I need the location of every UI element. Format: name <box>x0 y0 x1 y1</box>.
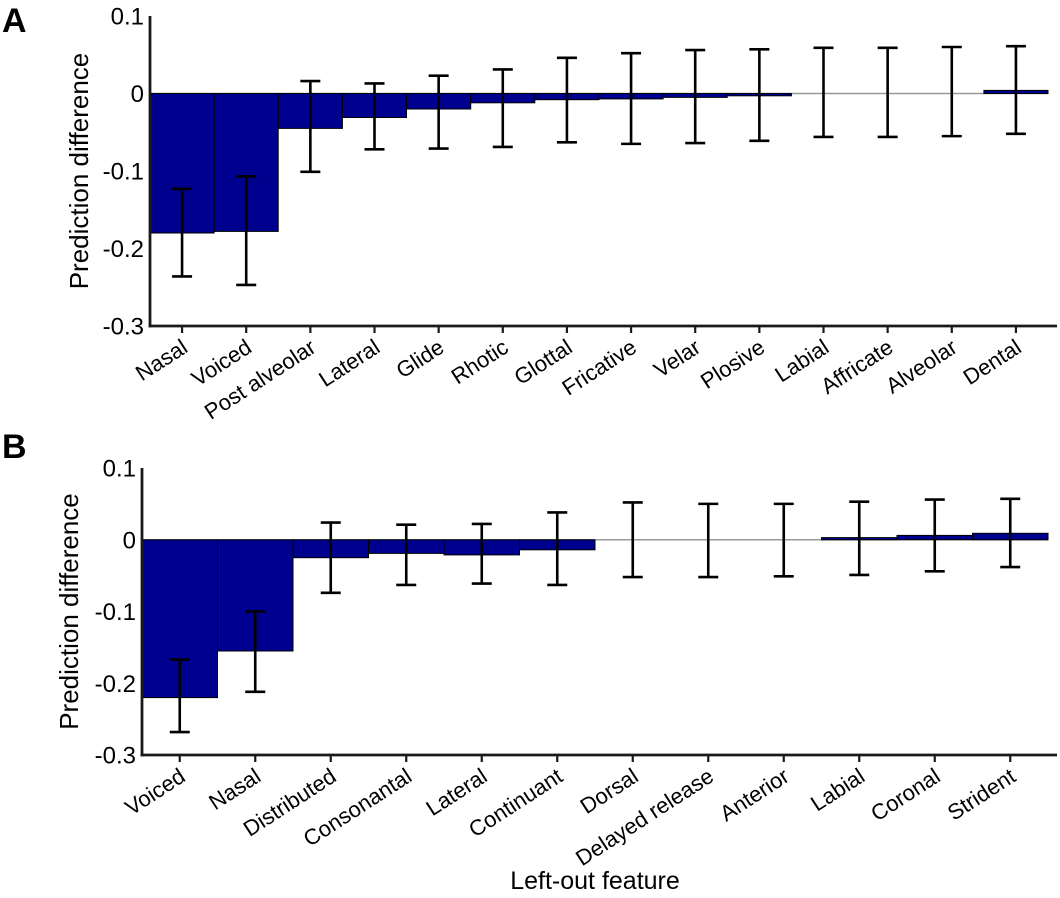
error-bar-voiced <box>236 175 257 287</box>
error-bar-nasal <box>172 187 193 278</box>
x-tick-label-lateral: Lateral <box>314 334 384 392</box>
x-tick-label-nasal: Nasal <box>204 763 265 815</box>
error-bar-dorsal <box>622 501 643 579</box>
y-tick-label: -0.3 <box>95 743 136 770</box>
x-tick-label-coronal: Coronal <box>866 763 944 826</box>
panel-a-letter: A <box>2 2 27 40</box>
error-bar-voiced <box>169 658 190 734</box>
error-bar-nasal <box>245 610 266 694</box>
error-bar-plosive <box>749 48 770 143</box>
error-bar-glide <box>428 74 449 150</box>
error-bar-lateral <box>471 522 492 585</box>
x-tick-label-alveolar: Alveolar <box>881 334 961 398</box>
x-tick-label-affricate: Affricate <box>816 334 897 399</box>
x-tick-label-voiced: Voiced <box>121 763 190 820</box>
error-bar-distributed <box>320 521 341 595</box>
y-tick-label: 0 <box>123 527 136 554</box>
error-bar-coronal <box>924 498 945 573</box>
error-bar-lateral <box>364 82 385 151</box>
error-bar-post-alveolar <box>300 79 321 174</box>
x-tick-label-anterior: Anterior <box>715 763 793 826</box>
x-tick-label-glide: Glide <box>392 334 449 383</box>
y-tick-label: -0.3 <box>103 314 144 341</box>
error-bar-labial <box>813 46 834 139</box>
error-bar-continuant <box>547 511 568 587</box>
x-tick-label-rhotic: Rhotic <box>447 334 513 389</box>
error-bar-delayed-release <box>698 502 719 579</box>
y-axis-title: Prediction difference <box>64 53 94 290</box>
error-bar-anterior <box>773 502 794 578</box>
x-tick-label-fricative: Fricative <box>557 334 640 400</box>
y-tick-label: 0.1 <box>111 4 144 31</box>
x-tick-label-nasal: Nasal <box>131 334 192 386</box>
y-tick-label: 0.1 <box>103 456 136 483</box>
panel-b-letter: B <box>2 428 27 466</box>
x-tick-label-delayed-release: Delayed release <box>571 763 718 871</box>
x-tick-label-labial: Labial <box>806 763 869 816</box>
y-tick-label: -0.1 <box>95 599 136 626</box>
error-bar-rhotic <box>492 68 513 149</box>
x-tick-label-strident: Strident <box>943 763 1020 825</box>
error-bar-velar <box>685 48 706 145</box>
error-bar-alveolar <box>941 45 962 138</box>
y-tick-label: 0 <box>131 81 144 108</box>
y-tick-label: -0.2 <box>95 671 136 698</box>
error-bar-labial <box>849 500 870 577</box>
x-tick-label-plosive: Plosive <box>696 334 769 394</box>
error-bar-dental <box>1005 44 1026 136</box>
error-bar-consonantal <box>396 523 417 587</box>
y-tick-label: -0.1 <box>103 159 144 186</box>
error-bar-affricate <box>877 46 898 139</box>
y-tick-label: -0.2 <box>103 236 144 263</box>
error-bar-strident <box>1000 497 1021 569</box>
error-bar-fricative <box>621 51 642 146</box>
x-tick-label-dental: Dental <box>959 334 1026 390</box>
error-bar-glottal <box>556 56 577 144</box>
x-axis-title: Left-out feature <box>510 867 680 895</box>
y-axis-title: Prediction difference <box>54 493 84 730</box>
